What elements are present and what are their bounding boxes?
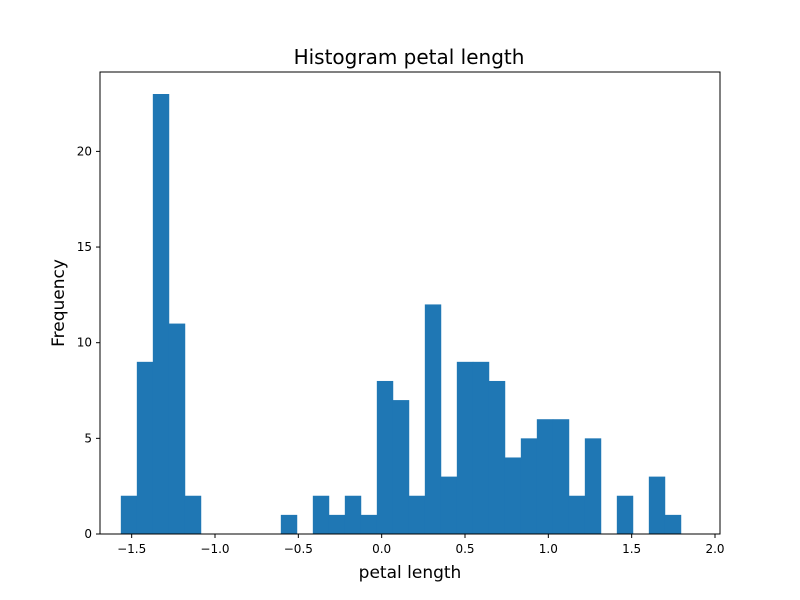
histogram-bar: [280, 514, 298, 534]
x-tick-label: 1.5: [622, 542, 641, 556]
bars-layer: [120, 94, 682, 534]
histogram-bar: [136, 361, 154, 534]
x-axis-title: petal length: [359, 563, 462, 583]
x-tick-label: 1.0: [539, 542, 558, 556]
chart-title: Histogram petal length: [294, 45, 525, 69]
x-tick-label: 0.5: [455, 542, 474, 556]
histogram-bar: [440, 476, 458, 534]
histogram-bar: [312, 495, 330, 534]
histogram-bar: [568, 495, 586, 534]
y-tick-label: 15: [77, 240, 92, 254]
histogram-bar: [328, 514, 346, 534]
y-axis-title: Frequency: [49, 259, 69, 347]
x-tick-label: −0.5: [284, 542, 313, 556]
x-tick-label: −1.0: [200, 542, 229, 556]
y-tick-label: 5: [84, 431, 92, 445]
histogram-bar: [504, 457, 522, 534]
histogram-bar: [360, 514, 378, 534]
histogram-bar: [168, 323, 186, 534]
y-tick-label: 10: [77, 336, 92, 350]
histogram-bar: [456, 361, 474, 534]
histogram-bar: [184, 495, 202, 534]
histogram-bar: [408, 495, 426, 534]
histogram-bar: [344, 495, 362, 534]
histogram-bar: [472, 361, 490, 534]
y-tick-label: 20: [77, 144, 92, 158]
histogram-bar: [616, 495, 634, 534]
histogram-bar: [648, 476, 666, 534]
histogram-bar: [376, 380, 394, 534]
y-axis: 0 5 10 15 20: [77, 144, 100, 541]
histogram-bar: [392, 400, 410, 534]
histogram-bar: [488, 380, 506, 534]
histogram-bar: [536, 419, 554, 534]
histogram-bar: [152, 94, 170, 534]
histogram-bar: [664, 514, 682, 534]
x-tick-label: 0.0: [372, 542, 391, 556]
histogram-bar: [552, 419, 570, 534]
plot-frame: [99, 71, 721, 535]
x-tick-label: 2.0: [705, 542, 724, 556]
histogram-bar: [424, 304, 442, 534]
histogram-bar: [120, 495, 138, 534]
x-axis: −1.5 −1.0 −0.5 0.0 0.5 1.0 1.5 2.0: [117, 534, 725, 556]
x-tick-label: −1.5: [117, 542, 146, 556]
histogram-bar: [520, 438, 538, 534]
y-tick-label: 0: [84, 527, 92, 541]
histogram-bar: [584, 438, 602, 534]
